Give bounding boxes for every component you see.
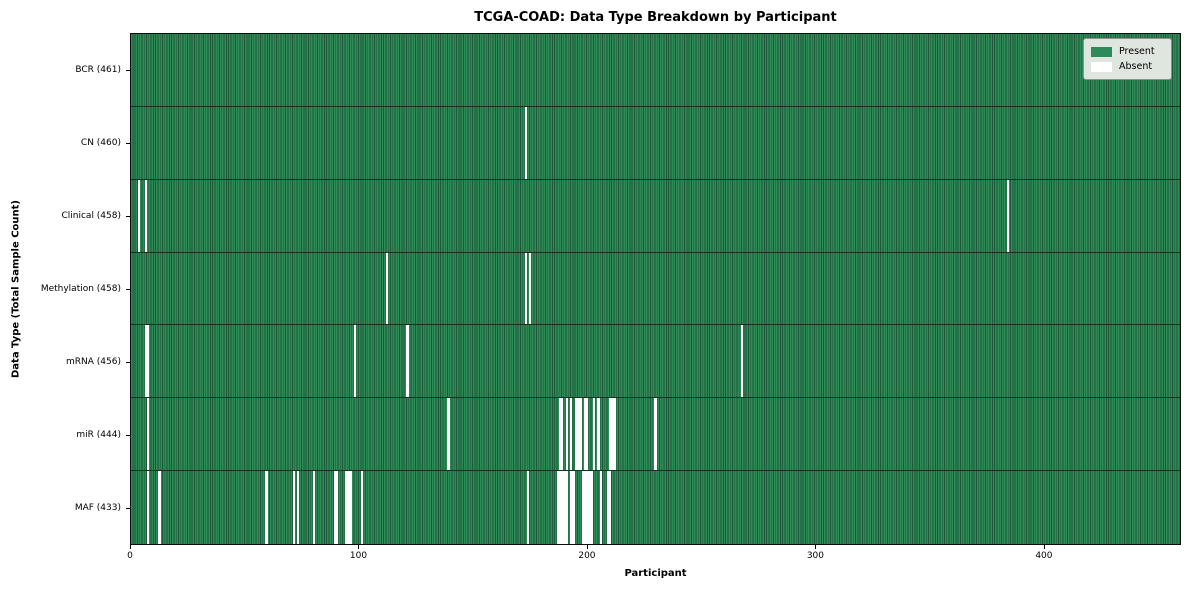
absent-stripe (292, 471, 295, 544)
absent-stripe (349, 471, 352, 544)
absent-stripe (353, 325, 357, 398)
absent-stripe (406, 325, 409, 398)
heatmap-row-clinical (131, 179, 1180, 253)
absent-stripe (654, 398, 657, 471)
absent-stripe (158, 471, 161, 544)
absent-stripe (347, 471, 350, 544)
absent-stripe (576, 398, 580, 471)
absent-stripe (611, 398, 614, 471)
x-tick-label-100: 100 (349, 551, 368, 561)
y-tick-mark (126, 289, 130, 290)
heatmap-plot-area (130, 33, 1181, 545)
y-tick-label-clinical: Clinical (458) (61, 210, 121, 221)
heatmap-row-maf (131, 471, 1180, 544)
x-tick-label-400: 400 (1035, 551, 1053, 561)
legend-label-present: Present (1119, 45, 1155, 57)
y-tick-label-cn: CN (460) (80, 137, 121, 148)
x-tick-mark (815, 545, 817, 549)
y-tick-mark (126, 69, 130, 71)
absent-stripe (524, 252, 527, 325)
absent-stripe (740, 325, 744, 398)
absent-stripe (146, 398, 150, 471)
absent-stripe (333, 471, 336, 544)
y-tick-label-methylation: Methylation (458) (40, 284, 121, 294)
absent-stripe (588, 471, 591, 544)
legend: Present Absent (1083, 38, 1172, 80)
absent-stripe (570, 398, 573, 471)
legend-item-present: Present (1091, 44, 1164, 59)
absent-stripe (613, 398, 616, 471)
y-tick-label-mir: miR (444) (76, 430, 121, 441)
present-swatch-icon (1091, 46, 1112, 57)
absent-stripe (558, 471, 562, 544)
absent-stripe (561, 471, 564, 544)
y-tick-mark (126, 142, 130, 144)
x-axis-label: Participant (624, 568, 687, 579)
absent-stripe (1007, 179, 1010, 252)
chart-title: TCGA-COAD: Data Type Breakdown by Partic… (474, 10, 837, 25)
absent-stripe (583, 398, 587, 471)
absent-stripe (581, 471, 584, 544)
absent-stripe (360, 471, 364, 544)
legend-item-absent: Absent (1091, 59, 1164, 74)
absent-stripe (586, 471, 589, 544)
absent-stripe (563, 471, 566, 544)
y-tick-label-maf: MAF (433) (74, 503, 121, 514)
absent-stripe (583, 471, 587, 544)
absent-stripe (599, 471, 603, 544)
absent-stripe (297, 471, 300, 544)
y-tick-label-bcr: BCR (461) (75, 64, 121, 75)
absent-stripe (586, 398, 589, 471)
y-tick-label-mrna: mRNA (456) (66, 357, 121, 368)
absent-stripe (144, 179, 147, 252)
y-tick-mark (126, 215, 130, 217)
absent-stripe (146, 325, 150, 398)
x-tick-mark (1043, 545, 1045, 549)
absent-stripe (570, 471, 573, 544)
absent-stripe (590, 471, 593, 544)
x-tick-label-200: 200 (578, 551, 596, 561)
absent-stripe (146, 471, 150, 544)
absent-stripe (265, 471, 268, 544)
absent-stripe (579, 398, 582, 471)
absent-stripe (335, 471, 339, 544)
absent-stripe (344, 471, 348, 544)
x-tick-label-0: 0 (127, 551, 133, 561)
absent-stripe (565, 398, 568, 471)
absent-stripe (597, 398, 600, 471)
legend-label-absent: Absent (1119, 60, 1153, 72)
absent-stripe (524, 106, 527, 179)
heatmap-row-mrna (131, 325, 1180, 399)
absent-stripe (529, 252, 532, 325)
y-tick-mark (126, 435, 130, 437)
absent-stripe (574, 398, 577, 471)
absent-stripe (144, 325, 147, 398)
absent-stripe (385, 252, 389, 325)
heatmap-row-bcr (131, 34, 1180, 107)
absent-stripe (137, 179, 141, 252)
x-tick-label-300: 300 (806, 551, 825, 561)
absent-stripe (561, 398, 564, 471)
y-tick-mark (126, 362, 130, 364)
absent-stripe (565, 471, 568, 544)
absent-stripe (558, 398, 562, 471)
heatmap-row-cn (131, 106, 1180, 180)
x-tick-mark (358, 545, 360, 549)
y-tick-mark (126, 508, 130, 510)
absent-swatch-icon (1091, 61, 1112, 72)
absent-stripe (608, 398, 612, 471)
absent-stripe (556, 471, 559, 544)
absent-stripe (447, 398, 450, 471)
heatmap-row-mir (131, 398, 1180, 472)
absent-stripe (526, 471, 530, 544)
absent-stripe (608, 471, 612, 544)
x-tick-mark (586, 545, 588, 549)
heatmap-row-methylation (131, 252, 1180, 326)
absent-stripe (606, 471, 609, 544)
absent-stripe (313, 471, 316, 544)
x-tick-mark (130, 545, 131, 549)
absent-stripe (572, 471, 575, 544)
absent-stripe (592, 398, 596, 471)
